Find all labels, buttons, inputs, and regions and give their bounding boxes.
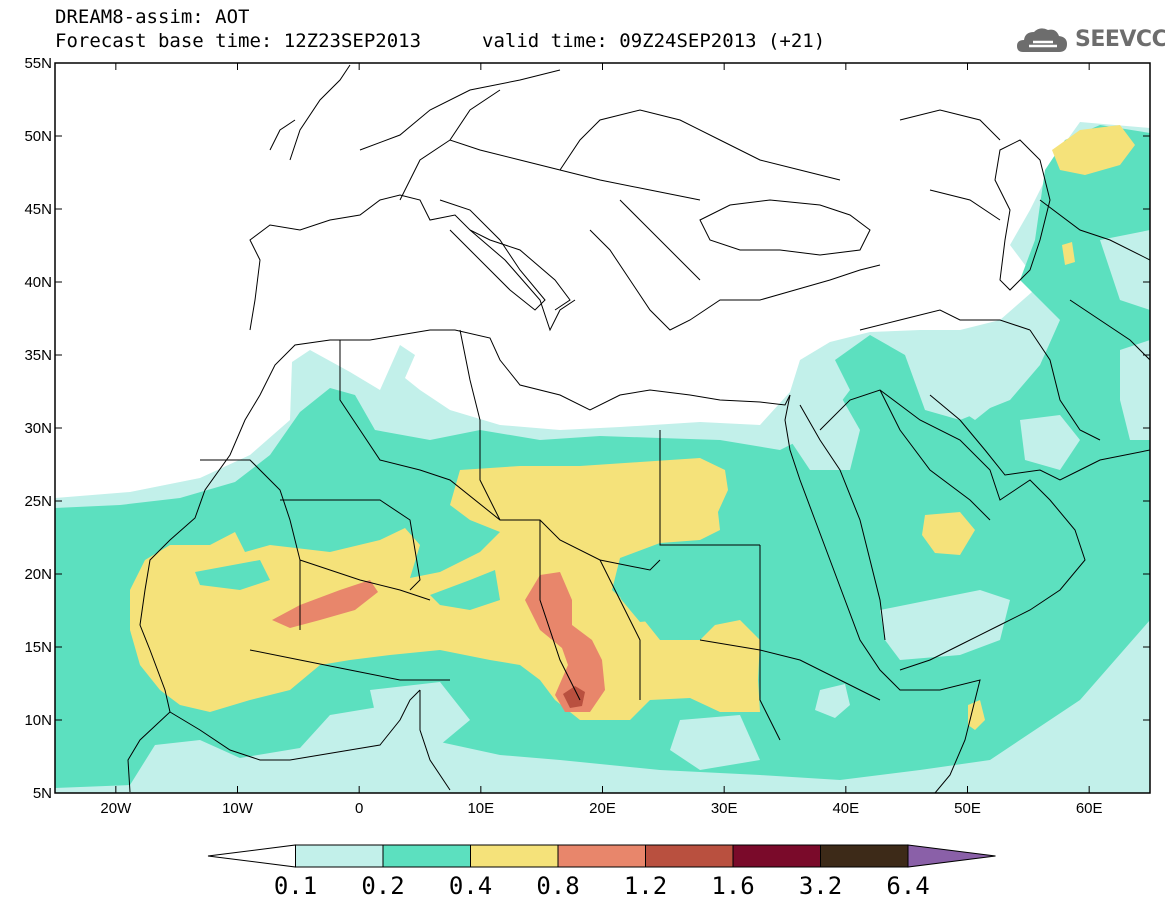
lat-tick-label: 15N bbox=[24, 639, 52, 656]
colorbar-min-arrow bbox=[207, 844, 296, 868]
colorbar-level-label: 0.1 bbox=[274, 872, 317, 900]
aot-band-1.2-1.6 bbox=[563, 686, 585, 708]
colorbar-level-label: 1.6 bbox=[711, 872, 754, 900]
forecast-base-time: Forecast base time: 12Z23SEP2013 bbox=[55, 30, 422, 52]
aot-band-0.8-1.2 bbox=[272, 580, 378, 628]
lon-tick-label: 10W bbox=[222, 800, 254, 817]
lat-tick-label: 50N bbox=[24, 128, 52, 145]
colorbar-swatch bbox=[645, 844, 734, 868]
lon-tick-label: 40E bbox=[832, 800, 859, 817]
colorbar-level-label: 6.4 bbox=[886, 872, 929, 900]
lat-tick-label: 45N bbox=[24, 201, 52, 218]
colorbar-level-label: 0.2 bbox=[361, 872, 404, 900]
cloud-logo-icon bbox=[1017, 28, 1067, 52]
colorbar-swatch bbox=[732, 844, 821, 868]
colorbar-level-label: 0.4 bbox=[449, 872, 492, 900]
lon-tick-label: 0 bbox=[355, 800, 363, 817]
lon-tick-label: 30E bbox=[711, 800, 738, 817]
lat-tick-label: 35N bbox=[24, 347, 52, 364]
lon-tick-label: 60E bbox=[1076, 800, 1103, 817]
lon-tick-label: 20E bbox=[589, 800, 616, 817]
colorbar-swatch bbox=[382, 844, 471, 868]
lat-tick-label: 40N bbox=[24, 274, 52, 291]
aot-field bbox=[55, 122, 1150, 793]
lat-tick-label: 10N bbox=[24, 712, 52, 729]
lon-tick-label: 10E bbox=[467, 800, 494, 817]
colorbar-level-label: 3.2 bbox=[799, 872, 842, 900]
colorbar-swatch bbox=[820, 844, 909, 868]
lat-tick-label: 20N bbox=[24, 566, 52, 583]
lat-tick-label: 25N bbox=[24, 493, 52, 510]
lon-tick-label: 20W bbox=[100, 800, 132, 817]
colorbar-level-label: 0.8 bbox=[536, 872, 579, 900]
longitude-axis: 20W 10W 0 10E 20E 30E 40E 50E 60E bbox=[100, 63, 1103, 817]
colorbar-max-arrow bbox=[907, 844, 996, 868]
colorbar-swatch bbox=[295, 844, 384, 868]
colorbar-swatch bbox=[557, 844, 646, 868]
coastlines-borders bbox=[127, 64, 1150, 793]
lat-tick-label: 55N bbox=[24, 55, 52, 72]
latitude-axis: 55N 50N 45N 40N 35N 30N 25N 20N 15N 10N 5N bbox=[24, 55, 1150, 802]
map-title: DREAM8-assim: AOT bbox=[55, 6, 250, 28]
colorbar-level-label: 1.2 bbox=[624, 872, 667, 900]
colorbar: 0.1 0.2 0.4 0.8 1.2 1.6 3.2 6.4 bbox=[207, 844, 996, 900]
lat-tick-label: 5N bbox=[33, 785, 52, 802]
lon-tick-label: 50E bbox=[954, 800, 981, 817]
valid-time: valid time: 09Z24SEP2013 (+21) bbox=[482, 30, 826, 52]
lat-tick-label: 30N bbox=[24, 420, 52, 437]
colorbar-swatch bbox=[470, 844, 559, 868]
aot-band-0.4-0.8 bbox=[130, 458, 760, 720]
logo-text: SEEVCCC bbox=[1075, 27, 1165, 52]
